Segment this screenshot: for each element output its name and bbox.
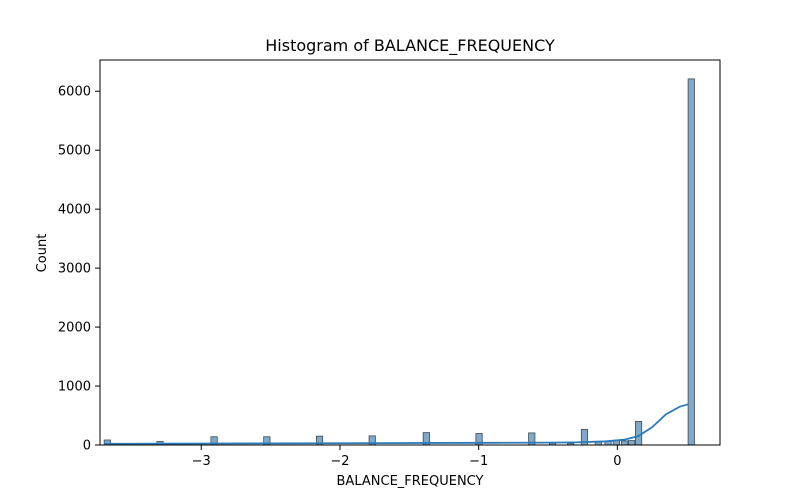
- y-tick-label-4: 4000: [58, 203, 91, 218]
- kde-curve-group: [104, 403, 689, 445]
- x-axis-label: BALANCE_FREQUENCY: [337, 474, 484, 489]
- histogram-bar-16: [628, 440, 636, 446]
- histogram-bar-17: [634, 421, 643, 446]
- x-tick-label-0: −3: [192, 454, 211, 469]
- histogram-bar-15: [621, 440, 629, 446]
- y-axis-label: Count: [35, 234, 50, 273]
- y-tick-label-1: 1000: [58, 380, 91, 395]
- chart-title: Histogram of BALANCE_FREQUENCY: [265, 36, 555, 56]
- x-ticks: −3 −2 −1 0: [192, 445, 622, 469]
- y-tick-label-6: 6000: [58, 85, 91, 100]
- y-ticks: 0 1000 2000 3000 4000 5000 6000: [58, 85, 100, 454]
- x-tick-label-3: 0: [613, 454, 621, 469]
- x-tick-label-1: −2: [330, 454, 349, 469]
- histogram-bar-18: [687, 78, 695, 446]
- axes: [99, 59, 721, 446]
- x-tick-label-2: −1: [469, 454, 488, 469]
- histogram-bars: [103, 78, 695, 446]
- y-tick-label-5: 5000: [58, 144, 91, 159]
- y-tick-label-2: 2000: [58, 321, 91, 336]
- y-tick-label-0: 0: [83, 439, 91, 454]
- y-tick-label-3: 3000: [58, 262, 91, 277]
- kde-line: [104, 403, 689, 445]
- plot-frame: [99, 59, 721, 446]
